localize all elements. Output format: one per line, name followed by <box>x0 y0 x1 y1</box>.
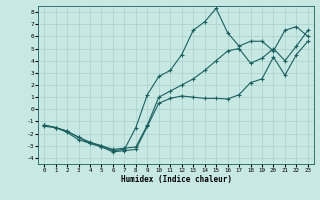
X-axis label: Humidex (Indice chaleur): Humidex (Indice chaleur) <box>121 175 231 184</box>
